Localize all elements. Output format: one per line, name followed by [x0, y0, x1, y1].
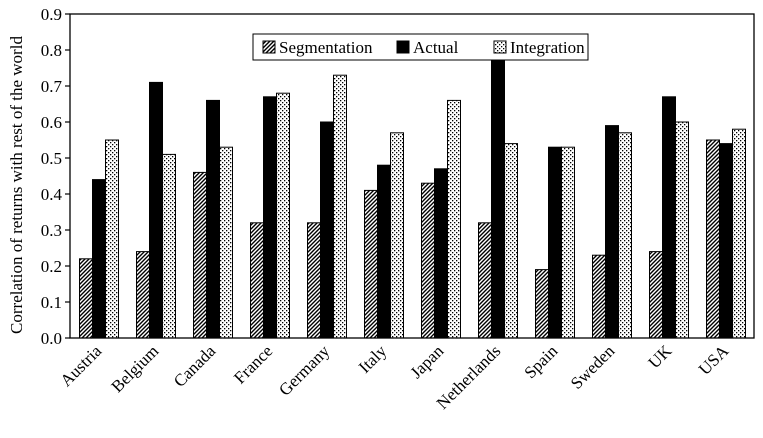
x-tick-label-sweden: Sweden [567, 341, 619, 393]
bar-actual-belgium [149, 81, 163, 339]
bar-actual-netherlands [491, 60, 505, 339]
legend-swatch-actual [396, 40, 410, 54]
bar-actual-uk [662, 96, 676, 339]
x-tick-label-austria: Austria [57, 341, 106, 390]
y-tick-label: 0.1 [41, 293, 62, 312]
bar-actual-canada [206, 99, 220, 339]
bar-integration-netherlands [504, 143, 518, 339]
legend-label-segmentation: Segmentation [279, 38, 373, 57]
legend-label-actual: Actual [413, 38, 459, 57]
y-tick-label: 0.7 [41, 77, 63, 96]
y-axis: 0.0 0.1 0.2 0.3 0.4 0.5 0.6 0.7 0.8 0.9 [41, 5, 70, 348]
y-tick-label: 0.0 [41, 329, 62, 348]
bar-actual-germany [320, 121, 334, 339]
x-tick-label-spain: Spain [521, 341, 562, 382]
y-tick-label: 0.8 [41, 41, 62, 60]
bar-integration-spain [561, 146, 575, 339]
bar-integration-austria [105, 139, 119, 339]
bar-segmentation-uk [649, 251, 663, 339]
legend: Segmentation Actual Integration [252, 33, 589, 61]
bar-integration-japan [447, 99, 461, 339]
bar-segmentation-belgium [136, 251, 150, 339]
legend-swatch-segmentation [262, 40, 276, 54]
y-tick-label: 0.9 [41, 5, 62, 24]
x-tick-label-usa: USA [695, 341, 733, 379]
bar-segmentation-canada [193, 171, 207, 339]
bar-integration-canada [219, 146, 233, 339]
bars-layer [79, 60, 746, 339]
bar-integration-usa [732, 128, 746, 339]
bar-integration-italy [390, 132, 404, 339]
bar-segmentation-germany [307, 222, 321, 339]
bar-actual-japan [434, 168, 448, 339]
bar-actual-spain [548, 146, 562, 339]
y-tick-label: 0.3 [41, 221, 62, 240]
y-axis-title: Correlation of returns with rest of the … [7, 36, 26, 334]
bar-actual-usa [719, 143, 733, 339]
bar-integration-france [276, 92, 290, 339]
bar-segmentation-spain [535, 269, 549, 339]
x-tick-label-italy: Italy [355, 341, 391, 377]
bar-actual-france [263, 96, 277, 339]
legend-frame [252, 33, 589, 61]
x-tick-label-germany: Germany [275, 341, 334, 400]
bar-segmentation-france [250, 222, 264, 339]
y-tick-label: 0.4 [41, 185, 63, 204]
bar-actual-italy [377, 164, 391, 339]
y-tick-label: 0.2 [41, 257, 62, 276]
y-tick-label: 0.5 [41, 149, 62, 168]
legend-swatch-integration [493, 40, 507, 54]
bar-segmentation-sweden [592, 254, 606, 339]
x-tick-label-canada: Canada [170, 341, 220, 391]
y-tick-label: 0.6 [41, 113, 62, 132]
bar-actual-austria [92, 179, 106, 339]
plot-frame [69, 13, 755, 339]
bar-integration-sweden [618, 132, 632, 339]
legend-label-integration: Integration [510, 38, 585, 57]
bar-segmentation-netherlands [478, 222, 492, 339]
bar-segmentation-austria [79, 258, 93, 339]
bar-segmentation-italy [364, 189, 378, 339]
x-tick-label-belgium: Belgium [107, 341, 162, 396]
bar-segmentation-japan [421, 182, 435, 339]
bar-integration-germany [333, 74, 347, 339]
x-tick-label-france: France [230, 341, 276, 387]
x-tick-label-japan: Japan [407, 341, 448, 382]
bar-integration-uk [675, 121, 689, 339]
bar-segmentation-usa [706, 139, 720, 339]
bar-actual-sweden [605, 125, 619, 339]
x-tick-label-uk: UK [645, 341, 676, 372]
bar-integration-belgium [162, 153, 176, 339]
